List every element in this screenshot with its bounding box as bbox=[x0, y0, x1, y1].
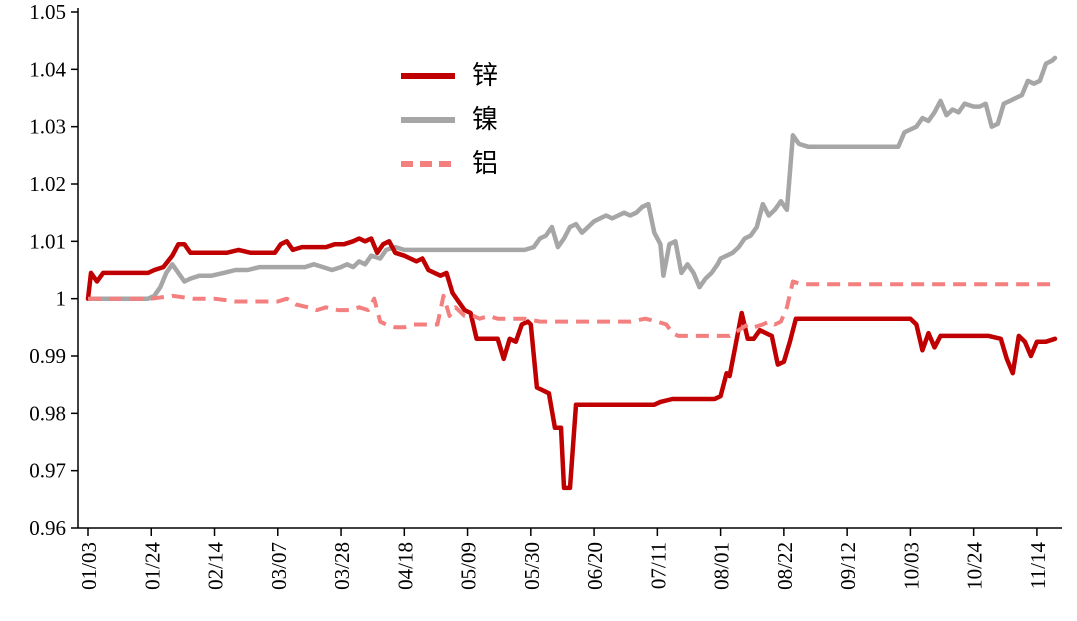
x-tick-label: 05/09 bbox=[457, 542, 481, 590]
x-tick-label: 11/14 bbox=[1026, 542, 1050, 590]
x-tick-label: 03/07 bbox=[267, 542, 291, 590]
x-tick-label: 08/01 bbox=[710, 542, 734, 590]
x-tick-label: 10/03 bbox=[899, 542, 923, 590]
y-tick-label: 1.04 bbox=[29, 57, 66, 81]
y-tick-label: 1.05 bbox=[29, 0, 66, 24]
x-tick-label: 04/18 bbox=[393, 542, 417, 590]
x-tick-label: 01/24 bbox=[140, 542, 164, 590]
x-tick-label: 08/22 bbox=[773, 542, 797, 590]
x-tick-label: 06/20 bbox=[583, 542, 607, 590]
legend-line-nickel-icon bbox=[401, 117, 455, 123]
y-tick-label: 1.03 bbox=[29, 115, 66, 139]
legend-item-aluminum: 铝 bbox=[400, 150, 498, 178]
legend-item-nickel: 镍 bbox=[400, 106, 498, 134]
x-tick-label: 03/28 bbox=[330, 542, 354, 590]
y-tick-label: 1.01 bbox=[29, 229, 66, 253]
x-tick-label: 09/12 bbox=[836, 542, 860, 590]
legend-label-aluminum: 铝 bbox=[472, 149, 499, 178]
x-tick-label: 01/03 bbox=[77, 542, 101, 590]
legend-label-nickel: 镍 bbox=[472, 105, 499, 134]
chart-legend: 锌 镍 铝 bbox=[400, 62, 498, 178]
y-tick-label: 1.02 bbox=[29, 172, 66, 196]
legend-item-zinc: 锌 bbox=[400, 62, 498, 90]
x-tick-label: 07/11 bbox=[646, 542, 670, 589]
x-tick-label: 05/30 bbox=[520, 542, 544, 590]
x-tick-label: 10/24 bbox=[963, 542, 987, 590]
y-tick-label: 0.98 bbox=[29, 401, 66, 425]
y-tick-label: 0.96 bbox=[29, 516, 66, 540]
y-tick-label: 0.99 bbox=[29, 344, 66, 368]
x-tick-label: 02/14 bbox=[204, 542, 228, 590]
y-tick-label: 0.97 bbox=[29, 459, 66, 483]
series-line-nickel bbox=[85, 55, 1058, 301]
series-line-aluminum bbox=[88, 279, 1055, 338]
series-line-zinc bbox=[85, 236, 1058, 491]
y-tick-label: 1 bbox=[56, 287, 67, 311]
legend-label-zinc: 锌 bbox=[472, 61, 499, 90]
legend-line-aluminum-icon bbox=[401, 161, 455, 167]
legend-line-zinc-icon bbox=[401, 73, 455, 79]
